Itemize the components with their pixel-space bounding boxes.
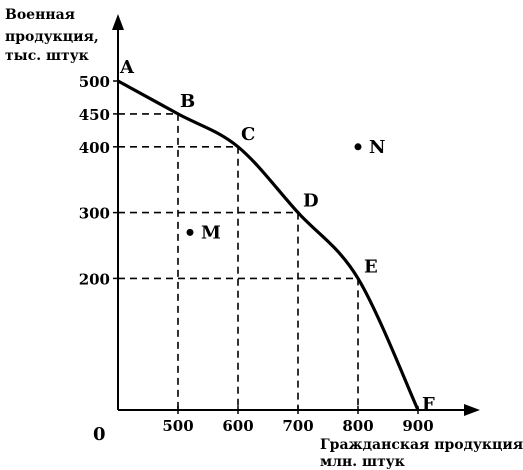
y-axis-label-line-3: тыс. штук (5, 48, 89, 64)
x-tick-label-800: 800 (342, 417, 373, 435)
curve-layer (117, 79, 420, 411)
point-markers: A B C D E F M N (119, 57, 435, 415)
point-label-a: A (119, 57, 135, 78)
y-tick-label-450: 450 (79, 106, 110, 124)
x-tick-label-900: 900 (402, 417, 433, 435)
point-label-f: F (422, 394, 435, 415)
y-tick-label-300: 300 (79, 205, 110, 223)
axes (112, 14, 480, 416)
tick-labels: 500 600 700 800 900 500 450 400 300 200 (79, 73, 434, 435)
y-axis-label-line-2: продукция, (5, 29, 99, 45)
y-axis-arrow (112, 14, 124, 30)
point-label-d: D (303, 191, 319, 212)
x-tick-label-600: 600 (222, 417, 253, 435)
point-marker-m (186, 228, 194, 236)
y-axis-label-line-1: Военная (5, 7, 75, 23)
x-axis-label-line-2: млн. штук (320, 454, 405, 470)
x-tick-label-700: 700 (282, 417, 313, 435)
y-tick-label-400: 400 (79, 139, 110, 157)
x-axis-arrow (464, 404, 480, 416)
dashed-guides (118, 113, 359, 410)
x-axis-label-line-1: Гражданская продукция, (320, 437, 523, 453)
point-label-n: N (369, 137, 385, 158)
point-label-e: E (364, 256, 378, 277)
y-tick-label-500: 500 (79, 73, 110, 91)
point-label-b: B (180, 91, 195, 112)
point-marker-n (354, 143, 362, 151)
x-tick-label-500: 500 (162, 417, 193, 435)
ppf-curve (117, 79, 420, 411)
point-label-m: M (201, 222, 221, 243)
origin-label: 0 (93, 424, 106, 445)
point-label-c: C (241, 124, 255, 145)
y-tick-label-200: 200 (79, 270, 110, 288)
